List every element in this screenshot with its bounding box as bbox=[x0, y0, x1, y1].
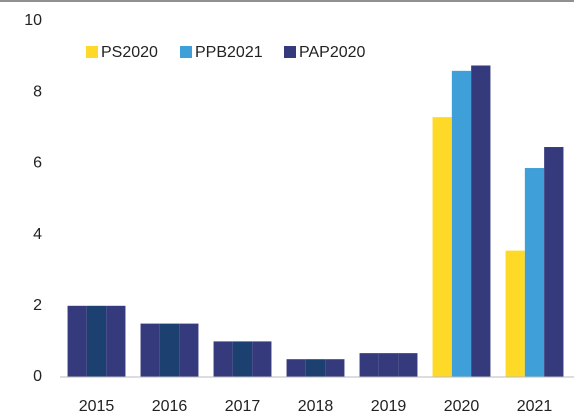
bar bbox=[286, 359, 306, 377]
bar bbox=[471, 65, 491, 377]
bar bbox=[544, 147, 564, 377]
x-tick-label: 2019 bbox=[371, 398, 407, 415]
bar bbox=[378, 353, 399, 377]
x-tick-label: 2018 bbox=[298, 398, 334, 415]
x-tick-label: 2020 bbox=[444, 398, 480, 415]
y-tick-label: 8 bbox=[33, 83, 42, 100]
bar bbox=[252, 341, 272, 377]
x-tick-label: 2017 bbox=[225, 398, 261, 415]
bar bbox=[67, 305, 87, 377]
legend-label: PS2020 bbox=[101, 44, 158, 61]
bar bbox=[398, 353, 418, 377]
legend-swatch bbox=[86, 46, 98, 58]
bar bbox=[106, 305, 126, 377]
bar bbox=[305, 359, 326, 377]
y-tick-label: 2 bbox=[33, 297, 42, 314]
bar bbox=[524, 168, 545, 377]
y-tick-label: 10 bbox=[24, 12, 42, 29]
x-tick-label: 2021 bbox=[517, 398, 553, 415]
bar bbox=[86, 305, 107, 377]
bar bbox=[325, 359, 345, 377]
bar bbox=[179, 323, 199, 377]
y-tick-label: 4 bbox=[33, 226, 42, 243]
legend-swatch bbox=[180, 46, 192, 58]
bar bbox=[213, 341, 233, 377]
x-tick-label: 2015 bbox=[79, 398, 115, 415]
x-tick-label: 2016 bbox=[152, 398, 188, 415]
y-tick-label: 6 bbox=[33, 155, 42, 172]
legend-label: PPB2021 bbox=[195, 44, 263, 61]
bar bbox=[451, 70, 472, 377]
bar bbox=[359, 353, 379, 377]
bar bbox=[159, 323, 180, 377]
bar bbox=[432, 117, 452, 378]
bar bbox=[232, 341, 253, 377]
legend-swatch bbox=[284, 46, 296, 58]
bar bbox=[505, 250, 525, 377]
legend-label: PAP2020 bbox=[299, 44, 366, 61]
y-tick-label: 0 bbox=[33, 368, 42, 385]
bar bbox=[140, 323, 160, 377]
